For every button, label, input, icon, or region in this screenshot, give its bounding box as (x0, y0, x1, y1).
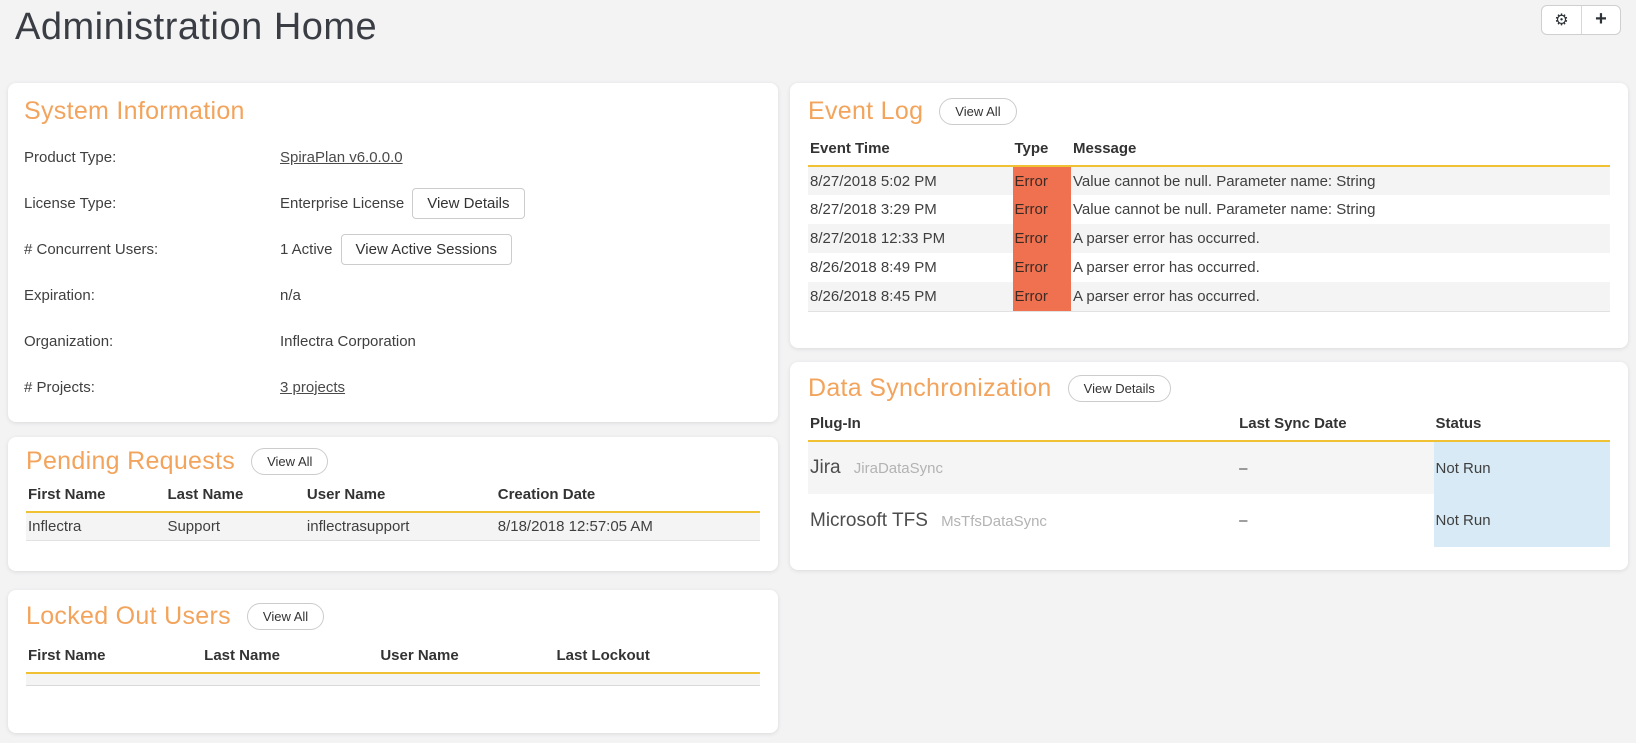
plugin-name: Jira (810, 457, 841, 478)
event-type-badge: Error (1012, 224, 1072, 253)
event-log-view-all-button[interactable]: View All (939, 98, 1017, 125)
plugin-code: JiraDataSync (853, 460, 943, 477)
concurrent-users-row: # Concurrent Users: 1 Active View Active… (24, 226, 762, 272)
event-time: 8/26/2018 8:49 PM (810, 259, 937, 276)
view-active-sessions-button[interactable]: View Active Sessions (340, 233, 512, 265)
system-information-rows: Product Type: SpiraPlan v6.0.0.0 License… (24, 134, 762, 410)
data-synchronization-title: Data Synchronization (808, 374, 1052, 402)
data-sync-row[interactable]: Microsoft TFS MsTfsDataSync – Not Run (808, 494, 1610, 547)
column-header-status: Status (1433, 409, 1610, 442)
locked-out-users-title: Locked Out Users (26, 602, 231, 630)
pending-requests-table: First Name Last Name User Name Creation … (26, 480, 760, 541)
projects-row: # Projects: 3 projects (24, 364, 762, 410)
column-header-last-name: Last Name (165, 480, 305, 513)
column-header-user-name: User Name (304, 480, 496, 513)
license-type-label: License Type: (24, 194, 117, 212)
column-header-type: Type (1012, 134, 1072, 167)
event-type-badge: Error (1012, 166, 1072, 195)
concurrent-users-label: # Concurrent Users: (24, 240, 159, 258)
event-message: A parser error has occurred. (1071, 224, 1610, 253)
locked-out-users-panel: Locked Out Users View All First Name Las… (8, 590, 778, 733)
locked-out-users-table: First Name Last Name User Name Last Lock… (26, 641, 760, 674)
product-type-link[interactable]: SpiraPlan v6.0.0.0 (280, 148, 403, 166)
event-log-title: Event Log (808, 97, 924, 125)
event-time: 8/26/2018 8:45 PM (808, 282, 1013, 312)
column-header-last-sync-date: Last Sync Date (1237, 409, 1434, 442)
pending-last-name: Support (165, 512, 305, 541)
event-log-table: Event Time Type Message 8/27/2018 5:02 P… (808, 134, 1610, 312)
data-synchronization-table: Plug-In Last Sync Date Status Jira JiraD… (808, 409, 1610, 547)
data-sync-row[interactable]: Jira JiraDataSync – Not Run (808, 441, 1610, 494)
page-title: Administration Home (15, 6, 378, 48)
locked-out-users-view-all-button[interactable]: View All (246, 603, 325, 630)
license-type-value: Enterprise License (280, 194, 405, 212)
plugin-code: MsTfsDataSync (941, 512, 1047, 530)
event-time: 8/27/2018 12:33 PM (808, 224, 1013, 253)
expiration-value: n/a (280, 286, 301, 304)
event-type-badge: Error (1012, 282, 1072, 312)
product-type-label: Product Type: (24, 148, 117, 166)
data-synchronization-panel: Data Synchronization View Details Plug-I… (790, 362, 1628, 570)
pending-request-row[interactable]: Inflectra Support inflectrasupport 8/18/… (26, 512, 760, 541)
pending-user-name: inflectrasupport (304, 512, 496, 541)
expiration-row: Expiration: n/a (24, 272, 762, 318)
event-log-row[interactable]: 8/26/2018 8:49 PM Error A parser error h… (808, 253, 1610, 282)
column-header-user-name: User Name (378, 641, 555, 674)
add-button[interactable]: + (1581, 6, 1620, 34)
column-header-last-name: Last Name (202, 641, 379, 674)
settings-button[interactable]: ⚙ (1542, 6, 1581, 34)
event-log-row[interactable]: 8/27/2018 12:33 PM Error A parser error … (808, 224, 1610, 253)
pending-first-name: Inflectra (26, 512, 166, 541)
event-message: Value cannot be null. Parameter name: St… (1071, 166, 1610, 195)
event-time: 8/27/2018 3:29 PM (810, 201, 937, 218)
data-synchronization-view-details-button[interactable]: View Details (1067, 375, 1171, 402)
pending-creation-date: 8/18/2018 12:57:05 AM (495, 512, 760, 541)
column-header-message: Message (1071, 134, 1610, 167)
event-log-row[interactable]: 8/27/2018 5:02 PM Error Value cannot be … (808, 166, 1610, 195)
event-message: A parser error has occurred. (1073, 259, 1260, 276)
column-header-last-lockout: Last Lockout (554, 641, 760, 674)
column-header-event-time: Event Time (808, 134, 1013, 167)
view-details-button[interactable]: View Details (412, 187, 525, 219)
gear-icon: ⚙ (1554, 10, 1569, 29)
column-header-creation-date: Creation Date (495, 480, 760, 513)
header-toolbar: ⚙ + (1541, 5, 1621, 35)
event-type-badge: Error (1012, 195, 1072, 224)
event-message: Value cannot be null. Parameter name: St… (1073, 201, 1376, 218)
license-type-row: License Type: Enterprise License View De… (24, 180, 762, 226)
plugin-name: Microsoft TFS (810, 509, 928, 531)
pending-requests-title: Pending Requests (26, 447, 236, 475)
system-information-panel: System Information Product Type: SpiraPl… (8, 83, 778, 422)
column-header-first-name: First Name (26, 641, 203, 674)
event-time: 8/27/2018 5:02 PM (808, 166, 1013, 195)
pending-requests-view-all-button[interactable]: View All (251, 448, 329, 475)
plugin-status: Not Run (1433, 494, 1610, 547)
plugin-status: Not Run (1433, 441, 1610, 494)
event-log-row[interactable]: 8/27/2018 3:29 PM Error Value cannot be … (808, 195, 1610, 224)
event-type-badge: Error (1012, 253, 1072, 282)
organization-label: Organization: (24, 332, 114, 350)
pending-requests-panel: Pending Requests View All First Name Las… (8, 437, 778, 571)
event-message: A parser error has occurred. (1071, 282, 1610, 312)
organization-row: Organization: Inflectra Corporation (24, 318, 762, 364)
projects-label: # Projects: (24, 378, 95, 396)
plugin-last-sync-date: – (1237, 441, 1434, 494)
system-information-title: System Information (24, 97, 245, 125)
concurrent-users-value: 1 Active (280, 240, 333, 258)
product-type-row: Product Type: SpiraPlan v6.0.0.0 (24, 134, 762, 180)
event-log-row[interactable]: 8/26/2018 8:45 PM Error A parser error h… (808, 282, 1610, 312)
event-log-panel: Event Log View All Event Time Type Messa… (790, 83, 1628, 348)
locked-out-users-empty-row (26, 674, 760, 686)
plus-icon: + (1595, 8, 1607, 30)
organization-value: Inflectra Corporation (280, 332, 416, 350)
projects-link[interactable]: 3 projects (280, 378, 346, 396)
column-header-first-name: First Name (26, 480, 166, 513)
column-header-plug-in: Plug-In (808, 409, 1238, 442)
expiration-label: Expiration: (24, 286, 95, 304)
plugin-last-sync-date: – (1239, 512, 1248, 529)
